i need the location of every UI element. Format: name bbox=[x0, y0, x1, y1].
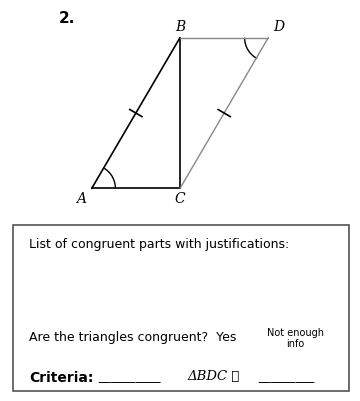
Text: B: B bbox=[175, 20, 185, 34]
Text: 2.: 2. bbox=[58, 11, 75, 26]
Text: ΔBDC ≅: ΔBDC ≅ bbox=[188, 370, 240, 383]
Text: D: D bbox=[274, 20, 285, 34]
Text: Criteria:: Criteria: bbox=[30, 371, 94, 385]
Text: Not enough
info: Not enough info bbox=[267, 328, 324, 349]
Text: Are the triangles congruent?  Yes: Are the triangles congruent? Yes bbox=[30, 331, 237, 344]
Text: C: C bbox=[175, 192, 185, 206]
Text: List of congruent parts with justifications:: List of congruent parts with justificati… bbox=[30, 238, 290, 251]
Text: __________: __________ bbox=[98, 370, 161, 383]
Text: _________: _________ bbox=[258, 370, 315, 383]
Text: A: A bbox=[76, 192, 86, 206]
